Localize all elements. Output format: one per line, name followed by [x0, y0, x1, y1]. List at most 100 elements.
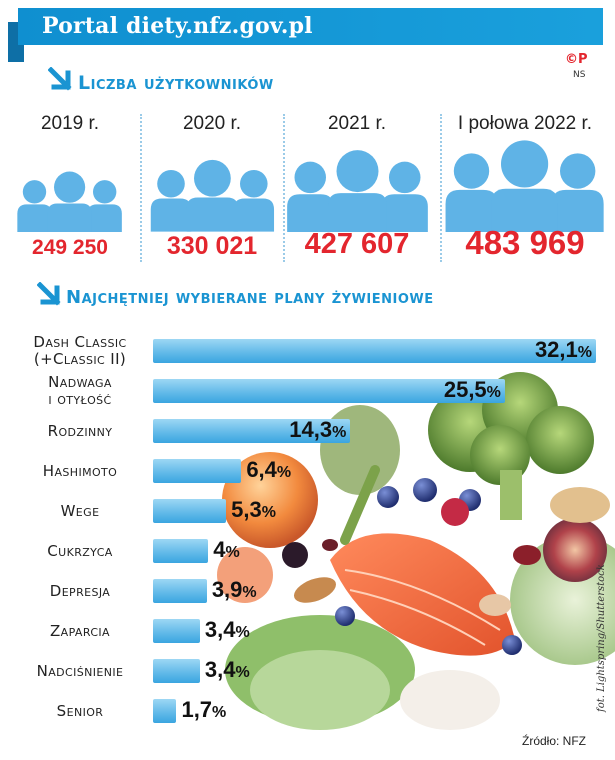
salmon — [349, 589, 486, 646]
asparagus — [340, 465, 380, 545]
plan-bar — [153, 339, 596, 363]
users-section-title: Liczba użytkowników — [78, 72, 274, 94]
blueberry — [502, 635, 522, 655]
plan-value-unit: % — [261, 504, 276, 521]
plan-value-unit: % — [486, 384, 501, 401]
plan-value-unit: % — [235, 664, 250, 681]
plan-label-line: Dash Classic — [33, 333, 127, 351]
plan-value-number: 32,1 — [534, 337, 578, 362]
plan-value-number: 1,7 — [181, 697, 213, 722]
bean — [322, 539, 338, 551]
plan-bar — [153, 459, 242, 483]
copyright-sub: NS — [573, 70, 586, 80]
blueberry — [335, 606, 355, 626]
plan-label-line: Cukrzyca — [47, 541, 113, 560]
plan-bar — [153, 659, 200, 683]
header-bar — [18, 8, 603, 45]
plan-label: Nadwaga i otyłość — [10, 374, 150, 408]
plan-label-line: Depresja — [49, 581, 111, 600]
plan-label: Zaparcia — [10, 621, 150, 640]
users-value: 330 021 — [166, 232, 258, 260]
raspberry — [441, 498, 469, 526]
users-divider — [140, 114, 142, 262]
people-group-icon — [150, 160, 274, 232]
plan-bar — [153, 579, 207, 603]
peach — [222, 452, 318, 548]
ginger — [550, 487, 610, 523]
plan-bar — [153, 539, 209, 563]
fig — [543, 518, 607, 582]
plan-value: 1,7% — [181, 697, 226, 723]
plan-label-line: Hashimoto — [42, 461, 118, 480]
users-value: 483 969 — [465, 224, 585, 261]
bean — [513, 545, 541, 565]
plan-bar — [153, 699, 177, 723]
plan-label-line: Rodzinny — [47, 421, 113, 440]
plan-value-unit: % — [276, 464, 292, 481]
plan-label: Hashimoto — [10, 461, 150, 480]
plan-value: 3,4% — [205, 657, 250, 683]
plan-value-unit: % — [332, 424, 347, 441]
blueberry — [413, 478, 437, 502]
salmon — [330, 533, 515, 656]
plan-value: 3,4% — [205, 617, 250, 643]
plan-value-unit: % — [242, 584, 257, 601]
plan-bar — [153, 619, 200, 643]
blackberry — [282, 542, 308, 568]
plan-value: 3,9% — [212, 577, 257, 603]
plan-label: Rodzinny — [10, 421, 150, 440]
plan-label: Dash Classic (+Classic II) — [10, 334, 150, 368]
plan-value-number: 14,3 — [289, 417, 333, 442]
plan-value: 32,1% — [535, 337, 592, 363]
plan-label: Senior — [10, 701, 150, 720]
plan-label-line: (+Classic II) — [33, 350, 127, 368]
broccoli — [526, 406, 594, 474]
plan-value: 6,4% — [246, 457, 291, 483]
plan-label: Nadciśnienie — [10, 661, 150, 680]
plan-value-number: 3,4 — [204, 657, 236, 682]
arrow-down-right-icon — [48, 67, 72, 91]
users-year-label: I połowa 2022 r. — [457, 113, 593, 134]
plan-label: Cukrzyca — [10, 541, 150, 560]
people-group-icon — [286, 150, 428, 232]
page-title: Portal diety.nfz.gov.pl — [42, 13, 313, 39]
plan-label-line: Senior — [56, 701, 104, 720]
plan-label-line: Nadwaga — [48, 373, 112, 391]
blueberry — [377, 486, 399, 508]
plan-label-line: Wege — [60, 501, 100, 520]
source-note: Źródło: NFZ — [522, 734, 587, 748]
plan-label: Wege — [10, 501, 150, 520]
users-year-label: 2021 r. — [327, 113, 387, 134]
users-year-label: 2020 r. — [182, 113, 242, 134]
plan-value-number: 3,4 — [204, 617, 236, 642]
plan-value-unit: % — [235, 624, 250, 641]
cabbage — [250, 650, 390, 730]
users-divider — [283, 114, 285, 262]
peach — [217, 547, 273, 603]
plan-value-number: 5,3 — [231, 497, 262, 522]
plan-label-line: Zaparcia — [49, 621, 110, 640]
plan-value: 5,3% — [231, 497, 276, 523]
bean — [479, 594, 511, 616]
plan-bar — [153, 379, 505, 403]
plan-value-number: 6,4 — [246, 457, 277, 482]
photo-credit: fot. Lightspring/Shutterstock — [596, 564, 607, 712]
users-divider — [440, 114, 442, 262]
plan-label: Depresja — [10, 581, 150, 600]
plan-value: 14,3% — [289, 417, 346, 443]
people-group-icon — [445, 139, 605, 232]
plan-label-line: Nadciśnienie — [36, 661, 124, 680]
arrow-down-right-icon — [37, 282, 61, 306]
plan-value-number: 25,5 — [443, 377, 487, 402]
plan-value-unit: % — [577, 344, 592, 361]
plan-value-unit: % — [212, 704, 227, 721]
nut — [293, 577, 337, 603]
people-group-icon — [17, 171, 123, 232]
plan-label-line: i otyłość — [48, 390, 112, 408]
broccoli — [500, 470, 522, 520]
garlic — [400, 670, 500, 730]
users-value: 427 607 — [304, 228, 410, 260]
plans-section-title: Najchętniej wybierane plany żywieniowe — [66, 287, 434, 308]
